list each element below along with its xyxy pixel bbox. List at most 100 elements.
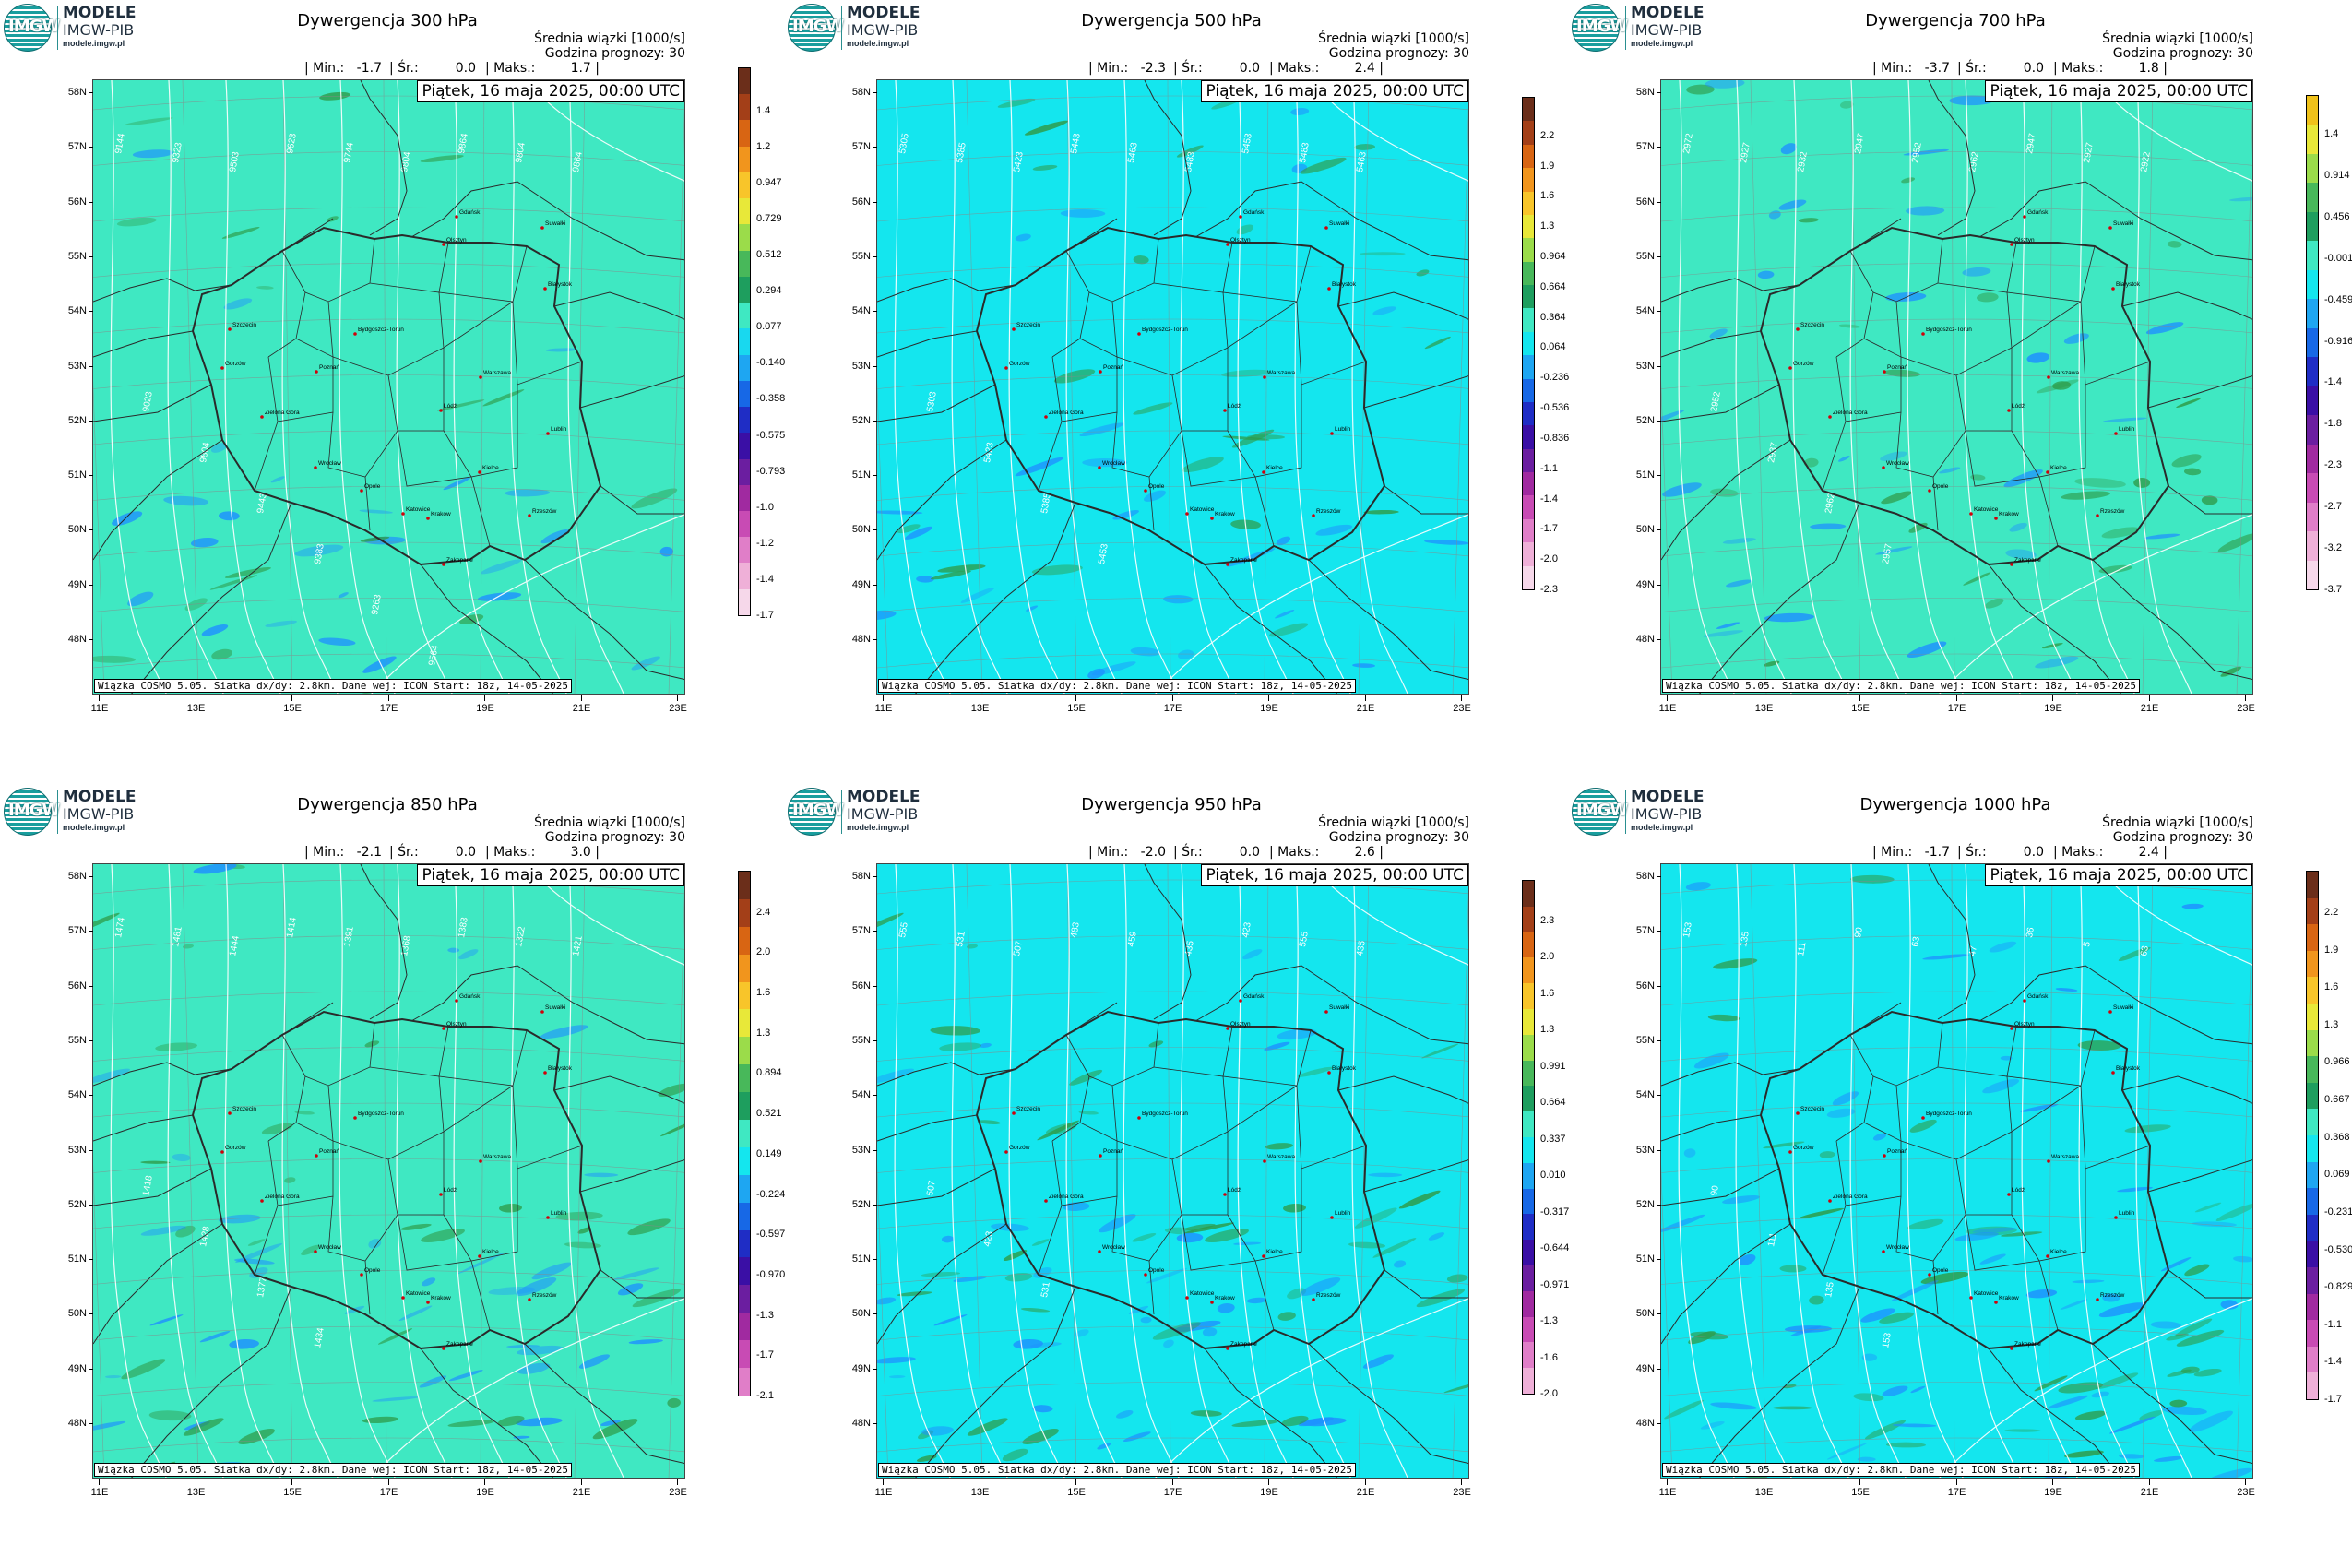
lat-label: 56N xyxy=(1627,196,1661,208)
city-label: Białystok xyxy=(2116,1065,2141,1072)
colorbar-label: 0.664 xyxy=(1540,1097,1566,1109)
city-label: Kielce xyxy=(2050,1249,2067,1255)
colorbar-segment xyxy=(1523,331,1534,356)
colorbar-label: -1.7 xyxy=(756,610,774,621)
colorbar-segment xyxy=(2307,872,2318,898)
lat-label: 57N xyxy=(1627,141,1661,152)
divergence-map[interactable]: 555 531 507 483 459 435 423 555 435 507 423 531 Gdań… xyxy=(876,863,1469,1479)
city-label: Zielona Góra xyxy=(1049,1194,1084,1200)
colorbar-segment xyxy=(2307,977,2318,1004)
colorbar-label: -1.1 xyxy=(2324,1318,2342,1330)
lon-label: 15E xyxy=(279,1479,306,1498)
imgw-logo[interactable]: IMGW MODELE IMGW-PIB modele.imgw.pl xyxy=(788,788,981,843)
colorbar-label: 0.077 xyxy=(756,321,782,333)
imgw-logo[interactable]: IMGW MODELE IMGW-PIB modele.imgw.pl xyxy=(4,788,197,843)
valid-date: Piątek, 16 maja 2025, 00:00 UTC xyxy=(1985,80,2252,102)
divergence-map[interactable]: 153 135 111 90 63 47 36 5 63 90 111 135 153 Gdańsk Ols… xyxy=(1660,863,2253,1479)
city-label: Kielce xyxy=(482,1249,499,1255)
lat-label: 56N xyxy=(843,980,877,992)
colorbar-label: -2.1 xyxy=(756,1390,774,1401)
city-label: Białystok xyxy=(1332,281,1357,288)
city-dot xyxy=(543,287,547,291)
divergence-map[interactable]: 1474 1481 1444 1414 1391 1368 1383 1322 1421 1418… xyxy=(92,863,685,1479)
city-label: Zielona Góra xyxy=(265,1194,300,1200)
lat-label: 52N xyxy=(59,415,93,426)
contour-label: 5443 xyxy=(1069,132,1083,154)
lon-label: 11E xyxy=(86,1479,113,1498)
city-label: Wrocław xyxy=(1102,460,1125,467)
panel-subtitle: Średnia wiązki [1000/s] xyxy=(534,31,685,46)
logo-disc-text: IMGW xyxy=(1576,801,1628,820)
colorbar-segment xyxy=(739,224,750,251)
city-label: Poznań xyxy=(319,1148,339,1155)
divergence-map[interactable]: 9144 9323 9503 9623 9744 9804 9864 9804 9864 9023… xyxy=(92,79,685,695)
lat-label: 53N xyxy=(843,361,877,372)
colorbar-label: 1.4 xyxy=(2324,127,2339,139)
imgw-disc-icon xyxy=(4,788,52,836)
cities: Gdańsk Olsztyn Suwałki Białystok Szczecin Byd… xyxy=(1788,209,2141,566)
city-dot xyxy=(1928,1273,1931,1277)
colorbar-segment xyxy=(1523,1240,1534,1265)
lat-label: 56N xyxy=(59,980,93,992)
city-dot xyxy=(546,432,550,435)
colorbar-segment xyxy=(739,1174,750,1203)
divergence-map[interactable]: 5305 5385 5423 5443 5463 5483 5453 5483 5463 5303… xyxy=(876,79,1469,695)
city-label: Zakopane xyxy=(446,1341,473,1348)
colorbar-segment xyxy=(1523,261,1534,285)
city-dot xyxy=(543,1071,547,1075)
lat-label: 55N xyxy=(59,251,93,262)
city-label: Łódź xyxy=(2012,403,2025,410)
lon-label: 21E xyxy=(1352,1479,1380,1498)
colorbar-segment xyxy=(1523,1265,1534,1291)
imgw-logo[interactable]: IMGW MODELE IMGW-PIB modele.imgw.pl xyxy=(4,4,197,59)
city-label: Opole xyxy=(1148,1267,1165,1274)
lat-label: 53N xyxy=(1627,1145,1661,1156)
city-label: Rzeszów xyxy=(2100,508,2125,515)
lon-label: 17E xyxy=(1159,1479,1187,1498)
model-footnote: Wiązka COSMO 5.05. Siatka dx/dy: 2.8km. … xyxy=(94,679,572,693)
lat-label: 55N xyxy=(843,1035,877,1046)
logo-disc-text: IMGW xyxy=(8,17,60,36)
city-label: Opole xyxy=(364,1267,381,1274)
lat-label: 57N xyxy=(59,141,93,152)
isohypses xyxy=(894,864,1468,1478)
city-label: Wrocław xyxy=(1886,1244,1909,1251)
contour-label: 9323 xyxy=(171,141,184,163)
logo-text-modele: MODELE xyxy=(63,4,137,22)
imgw-logo[interactable]: IMGW MODELE IMGW-PIB modele.imgw.pl xyxy=(1572,4,1765,59)
imgw-logo[interactable]: IMGW MODELE IMGW-PIB modele.imgw.pl xyxy=(1572,788,1765,843)
city-label: Poznań xyxy=(1103,1148,1123,1155)
colorbar-segment xyxy=(1523,1368,1534,1394)
lat-label: 57N xyxy=(843,925,877,936)
colorbar-segment xyxy=(1523,1086,1534,1112)
imgw-logo[interactable]: IMGW MODELE IMGW-PIB modele.imgw.pl xyxy=(788,4,981,59)
contour-label: 2937 xyxy=(1766,441,1780,463)
colorbar-label: -0.358 xyxy=(756,393,786,405)
colorbar-label: 0.729 xyxy=(756,212,782,224)
lat-label: 56N xyxy=(59,196,93,208)
contour-label: 1391 xyxy=(342,925,356,947)
colorbar-segment xyxy=(1523,214,1534,239)
city-dot xyxy=(442,243,445,246)
city-label: Zakopane xyxy=(446,557,473,564)
contour-label: 2952 xyxy=(1910,141,1924,163)
city-label: Lublin xyxy=(1335,1210,1351,1217)
city-label: Warszawa xyxy=(2051,370,2079,376)
colorbar-segment xyxy=(739,537,750,564)
lat-label: 49N xyxy=(843,1363,877,1374)
colorbar-segment xyxy=(739,926,750,955)
colorbar-segment xyxy=(739,146,750,172)
divergence-map[interactable]: 2972 2927 2932 2947 2952 2962 2947 2927 2922 2952… xyxy=(1660,79,2253,695)
colorbar-label: 0.010 xyxy=(1540,1170,1566,1182)
city-dot xyxy=(2010,243,2013,246)
lat-label: 50N xyxy=(59,524,93,535)
city-label: Olsztyn xyxy=(2014,237,2035,244)
city-label: Suwałki xyxy=(545,220,565,227)
logo-text-url: modele.imgw.pl xyxy=(63,39,125,48)
city-label: Szczecin xyxy=(1016,1106,1040,1112)
contour-label: 507 xyxy=(1012,940,1025,957)
colorbar-segment xyxy=(739,484,750,511)
colorbar-segment xyxy=(2307,125,2318,154)
logo-text-modele: MODELE xyxy=(1631,4,1705,22)
